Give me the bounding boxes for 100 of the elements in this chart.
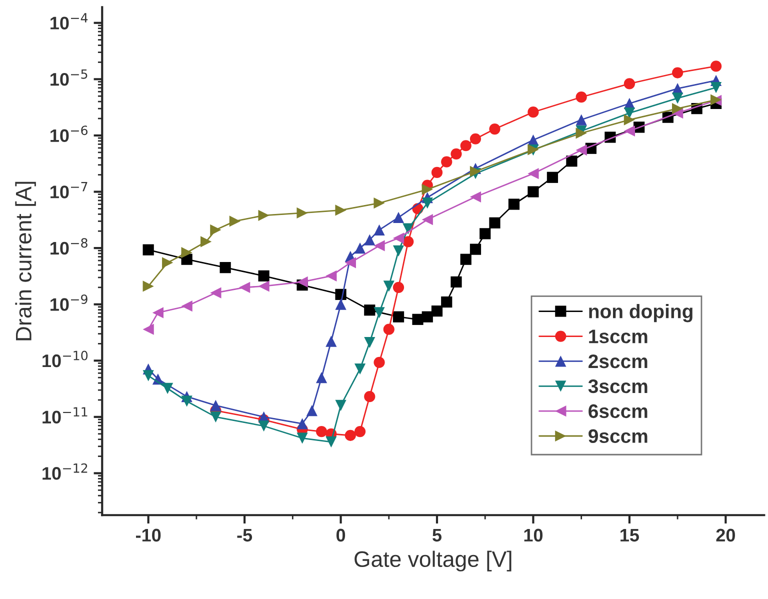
point [528,168,539,180]
y-tick-label: 10$^{−6}$ [50,126,88,142]
point [710,60,722,72]
point [142,324,154,335]
point [624,114,636,126]
point [258,270,270,282]
point [422,197,433,209]
point [354,426,366,438]
point [374,307,385,318]
point [374,240,385,252]
point [489,217,500,228]
point [344,257,356,268]
point [364,391,376,402]
point [335,400,346,411]
point [181,396,192,407]
point [576,128,587,139]
point [364,336,376,348]
point [624,125,636,137]
point [460,140,472,152]
point [220,262,231,274]
point [181,300,192,312]
point [200,236,212,248]
point [470,133,482,144]
point [374,224,385,236]
point [142,244,154,256]
point [326,436,337,448]
point [354,363,366,375]
point [162,382,174,394]
y-tick-label: 10$^{−8}$ [50,238,88,255]
point [258,420,270,432]
point [672,67,684,78]
point [316,426,328,438]
point [142,280,154,292]
point [335,298,346,310]
legend-label: 9sccm [588,429,648,443]
point [364,234,376,246]
point [392,245,404,256]
point [566,156,578,167]
y-tick-label: 10$^{−12}$ [42,463,88,480]
x-tick-label: 0 [336,528,346,542]
point [546,172,558,183]
point [431,166,443,178]
point [306,404,318,416]
point [142,370,154,382]
point [470,244,482,255]
legend-label: 6sccm [588,404,648,418]
point [229,216,240,227]
point [672,92,684,104]
point [422,214,433,226]
point [402,223,414,234]
point [576,114,587,126]
y-tick-label: 10$^{−9}$ [50,294,88,311]
point [576,144,587,156]
point [354,242,366,254]
y-axis-title: Drain current [A] [15,182,36,340]
point [450,148,462,160]
legend-label: non doping [589,304,692,322]
point [460,254,472,265]
point [422,311,433,322]
point [576,92,587,103]
x-tick-label: 10 [524,528,543,542]
x-tick-label: 20 [716,528,735,542]
point [210,224,222,236]
point [480,228,491,240]
point [431,305,443,317]
point [374,356,385,368]
x-axis-title: Gate voltage [V] [354,550,512,572]
point [239,282,250,293]
point [162,257,174,268]
point [152,307,164,318]
point [335,204,346,216]
point [296,432,308,444]
point [258,280,270,292]
point [210,287,222,298]
point [470,191,482,202]
point [296,276,308,288]
point [296,418,308,430]
point [181,247,192,258]
point [624,78,636,90]
point [316,372,328,384]
point [326,270,337,282]
point [344,430,356,441]
point [422,184,433,195]
point [441,156,452,168]
x-tick-label: 5 [432,528,442,542]
legend-label: 3sccm [588,379,648,394]
point [672,103,684,114]
point [326,336,337,347]
point [528,186,539,198]
point [470,166,482,177]
legend-label: 1sccm [589,330,648,344]
point [210,411,222,422]
y-tick-label: 10$^{−10}$ [42,350,88,368]
point [296,207,308,219]
point [258,210,270,221]
point [489,123,500,135]
point [364,304,376,316]
point [508,198,520,210]
point [710,82,722,94]
point [441,296,452,308]
